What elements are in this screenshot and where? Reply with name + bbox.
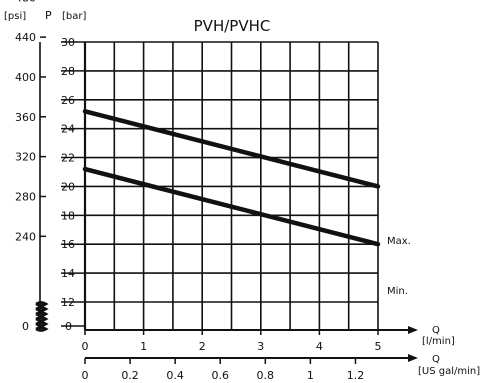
axis-break-symbol [35, 301, 49, 332]
axis-break-wave [35, 321, 49, 327]
x2-tick-label: 0.2 [121, 369, 139, 382]
psi-tick-label: 320 [15, 151, 36, 164]
x-axis-arrow [408, 326, 418, 334]
series-line-max [82, 109, 381, 189]
x-tick-label: 3 [257, 340, 264, 353]
axis-break-wave [35, 326, 49, 332]
x-tick-label: 1 [140, 340, 147, 353]
x2-tick-label: 0.4 [166, 369, 184, 382]
psi-tick-label: 480 [15, 0, 36, 4]
axis-break-wave [35, 316, 49, 322]
psi-tick-label: 360 [15, 111, 36, 124]
bar-tick-label: 26 [61, 94, 75, 107]
bar-tick-label: 0 [65, 320, 72, 333]
x2-tick-label: 0.8 [257, 369, 275, 382]
psi-tick-label: 0 [22, 320, 29, 333]
bar-tick-label: 30 [61, 36, 75, 49]
bar-tick-label: 22 [61, 152, 75, 165]
bar-unit-label: [bar] [62, 11, 86, 22]
psi-tick-label: 240 [15, 230, 36, 243]
x-flow-unit: [l/min] [422, 336, 455, 347]
psi-tick-label: 400 [15, 71, 36, 84]
x2-tick-label: 1.2 [347, 369, 365, 382]
x2-axis-arrow [408, 354, 418, 362]
bar-tick-label: 24 [61, 123, 75, 136]
x2-flow-unit: [US gal/min] [418, 366, 480, 377]
x2-flow-symbol: Q [432, 354, 440, 365]
x-tick-label: 2 [199, 340, 206, 353]
psi-unit-label: [psi] [4, 11, 26, 22]
axis-break-wave [35, 301, 49, 307]
tick-labels: Max.Min.30282624222018161412048044040036… [15, 0, 411, 382]
bar-tick-label: 16 [61, 238, 75, 251]
psi-tick-label: 280 [15, 190, 36, 203]
bar-tick-label: 28 [61, 65, 75, 78]
pressure-symbol: P [45, 9, 52, 22]
series-label-max: Max. [387, 236, 411, 247]
x-tick-label: 4 [316, 340, 323, 353]
grid [85, 41, 379, 330]
psi-tick-label: 440 [15, 31, 36, 44]
x2-tick-label: 0.6 [211, 369, 229, 382]
chart-title: PVH/PVHC [194, 17, 271, 35]
bar-tick-label: 14 [61, 267, 75, 280]
series-label-min: Min. [387, 286, 408, 297]
x2-tick-label: 0 [82, 369, 89, 382]
bar-tick-label: 12 [61, 296, 75, 309]
x-flow-symbol: Q [432, 325, 440, 336]
series-lines [82, 109, 381, 247]
axes [39, 36, 418, 364]
x-tick-label: 0 [82, 340, 89, 353]
x2-tick-label: 1 [307, 369, 314, 382]
axis-break-wave [35, 306, 49, 312]
bar-tick-label: 20 [61, 180, 75, 193]
x-tick-label: 5 [375, 340, 382, 353]
series-line-min [82, 166, 381, 247]
bar-tick-label: 18 [61, 209, 75, 222]
axis-break-wave [35, 311, 49, 317]
